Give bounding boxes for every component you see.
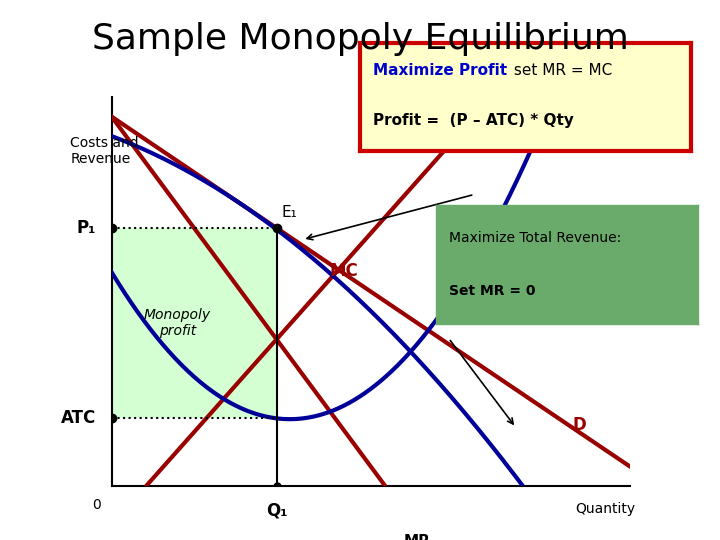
Text: Maximize Profit: Maximize Profit (373, 63, 508, 78)
Text: Quantity: Quantity (575, 502, 635, 516)
Text: set MR = MC: set MR = MC (509, 63, 612, 78)
Bar (112, 228, 276, 418)
Text: Maximize Total Revenue:: Maximize Total Revenue: (449, 232, 621, 246)
Text: Q₁: Q₁ (266, 502, 287, 519)
Text: MC: MC (329, 262, 358, 280)
Text: Profit =  (P – ATC) * Qty: Profit = (P – ATC) * Qty (373, 113, 574, 129)
Text: D: D (573, 416, 587, 434)
Text: Set MR = 0: Set MR = 0 (449, 284, 535, 298)
Text: P₁: P₁ (76, 219, 96, 237)
Text: MR: MR (404, 534, 431, 540)
Text: Costs and
Revenue: Costs and Revenue (70, 136, 139, 166)
Text: Sample Monopoly Equilibrium: Sample Monopoly Equilibrium (91, 22, 629, 56)
Text: ATC: ATC (60, 409, 96, 427)
Text: ATC: ATC (505, 205, 541, 223)
Text: 0: 0 (92, 498, 102, 512)
Text: E₁: E₁ (282, 205, 297, 220)
Text: Monopoly
profit: Monopoly profit (144, 308, 211, 338)
